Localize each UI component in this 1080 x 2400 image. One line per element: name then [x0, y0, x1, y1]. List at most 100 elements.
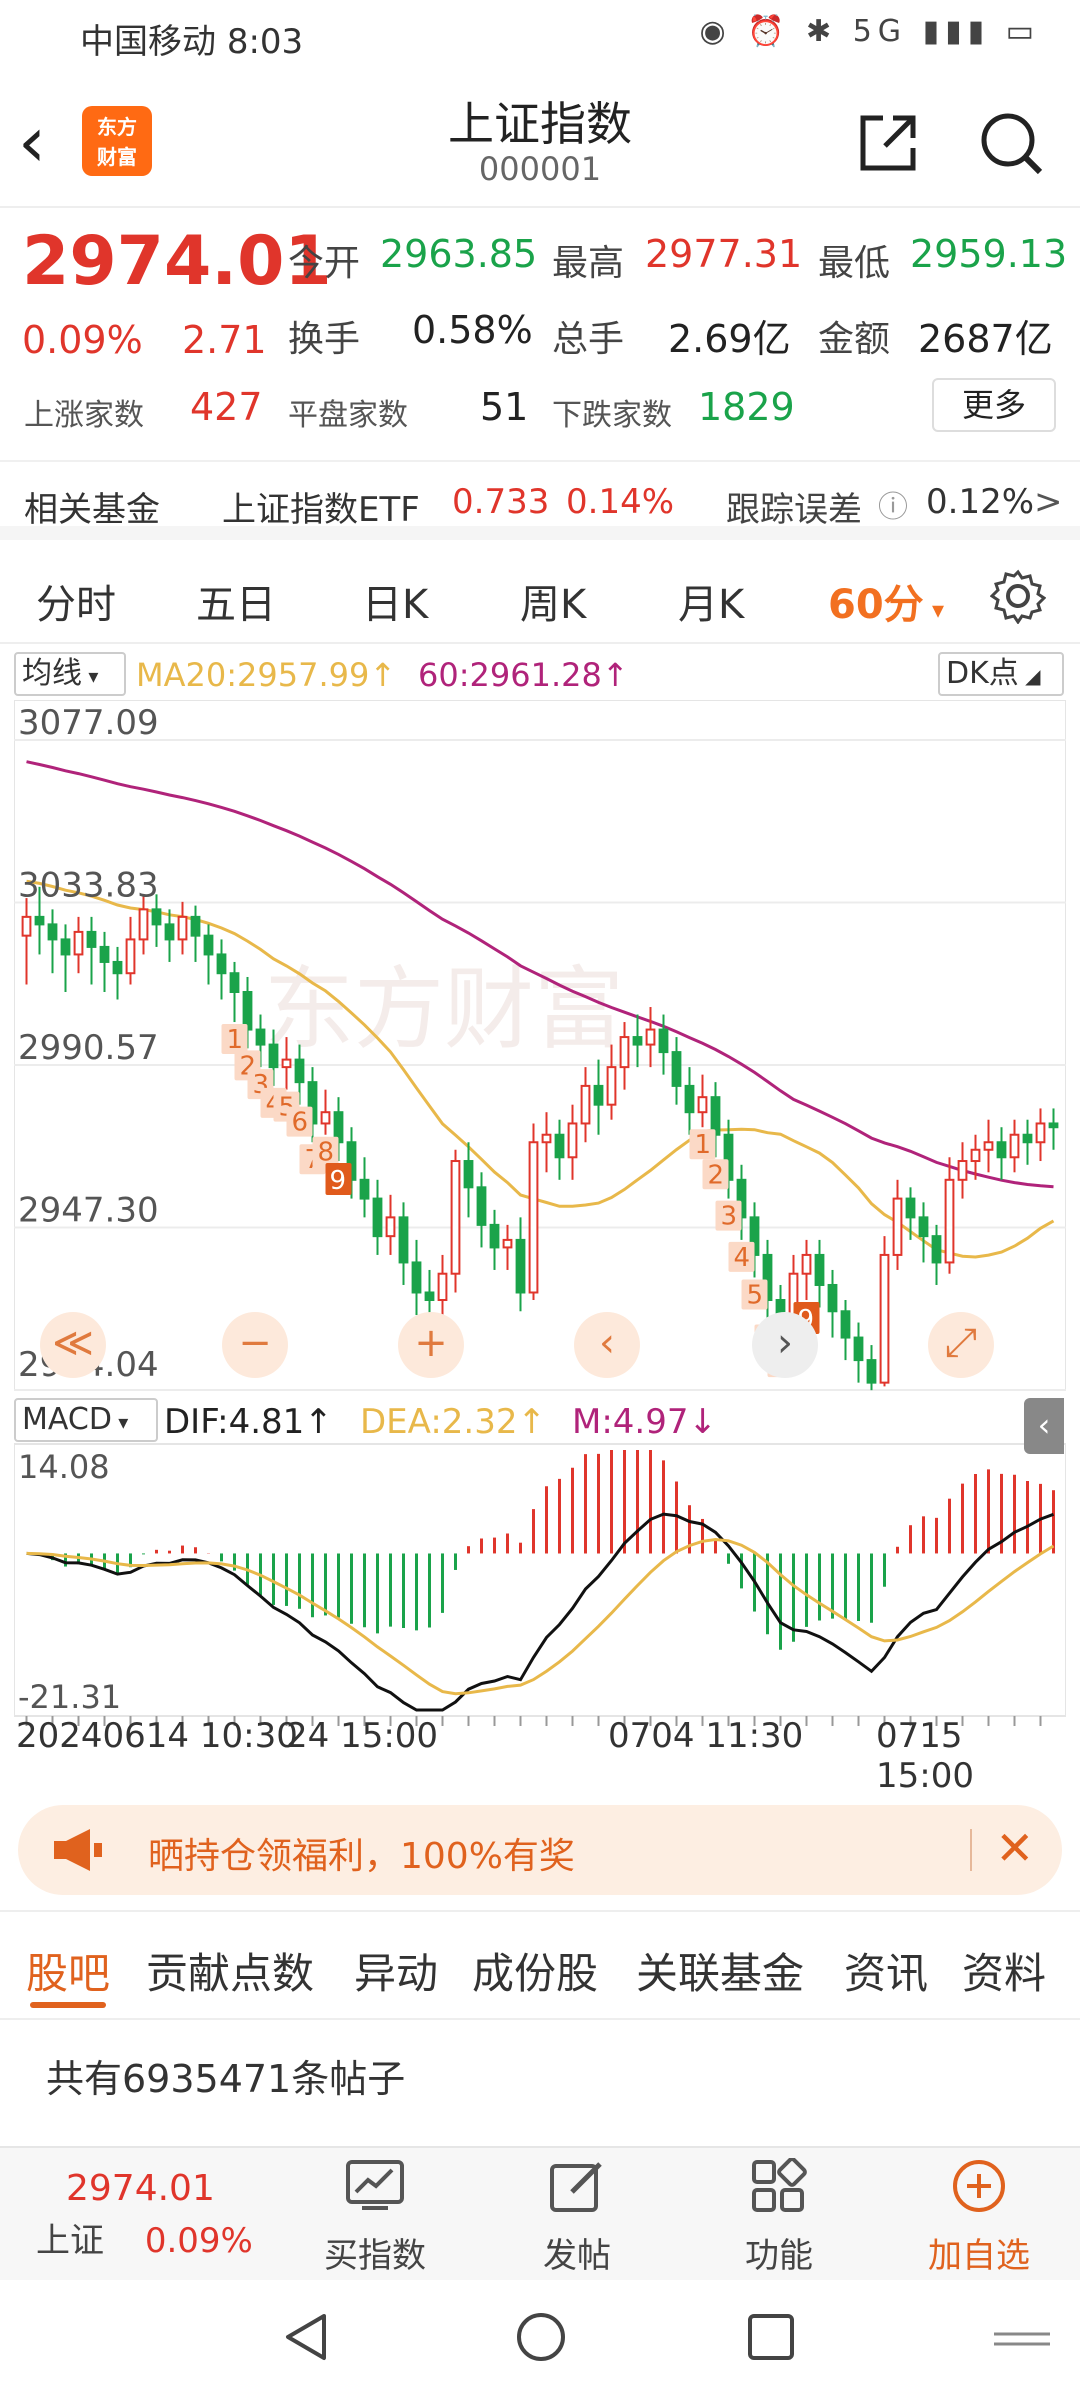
tab-components[interactable]: 成份股 — [472, 1949, 599, 1998]
nav-back-icon[interactable] — [280, 2310, 334, 2364]
back-icon[interactable]: ‹ — [18, 101, 46, 183]
tab-related-funds[interactable]: 关联基金 — [636, 1949, 805, 1998]
td-count-label: 6 — [292, 1108, 309, 1138]
down-value: 1829 — [698, 385, 795, 429]
info-icon[interactable]: ⓘ — [878, 490, 908, 525]
candle — [554, 1119, 565, 1180]
candle — [944, 1157, 955, 1274]
td-count-badge — [312, 1136, 339, 1167]
candle — [671, 1037, 682, 1105]
active-tab-indicator — [30, 2002, 106, 2008]
candle-body — [320, 1111, 331, 1125]
candle — [853, 1322, 864, 1383]
candle-body — [1035, 1122, 1046, 1144]
candle-body — [151, 908, 162, 926]
low-label: 最低 — [818, 243, 891, 284]
candle — [606, 1044, 617, 1120]
candle — [372, 1179, 383, 1255]
scroll-right-button[interactable]: › — [752, 1312, 818, 1378]
nav-menu-icon[interactable] — [990, 2330, 1054, 2350]
candle-body — [697, 1096, 708, 1114]
candle-body — [60, 938, 71, 956]
mini-pct: 0.09% — [144, 2221, 253, 2261]
buy-index-button[interactable]: 买指数 — [310, 2158, 440, 2277]
candle-body — [411, 1261, 422, 1294]
tab-news[interactable]: 资讯 — [844, 1949, 929, 1998]
tab-60min[interactable]: 60分 ▾ — [828, 582, 945, 628]
zoom-out-button[interactable]: − — [222, 1312, 288, 1378]
tab-five-day[interactable]: 五日 — [196, 582, 276, 628]
buy-index-label: 买指数 — [324, 2236, 426, 2276]
promo-banner[interactable]: 晒持仓领福利，100%有奖 ✕ — [18, 1805, 1062, 1895]
candle — [398, 1202, 409, 1285]
functions-button[interactable]: 功能 — [714, 2157, 844, 2277]
td-nine-label: 9 — [330, 1166, 347, 1196]
zoom-out-far-button[interactable]: ≪ — [40, 1312, 106, 1378]
tab-movement[interactable]: 异动 — [354, 1949, 439, 1998]
macd-panel: 14.08 -21.31 — [14, 1443, 1066, 1726]
candle-body — [970, 1148, 981, 1163]
tab-daily-k[interactable]: 日K — [362, 582, 429, 628]
scroll-left-button[interactable]: ‹ — [574, 1312, 640, 1378]
add-watchlist-button[interactable]: 加自选 — [914, 2158, 1044, 2277]
macd-pane-border — [14, 1443, 1066, 1717]
td-count-badge — [689, 1129, 716, 1160]
watermark-logo: 东方财富 — [264, 957, 624, 1062]
candle-body — [606, 1066, 617, 1106]
candle-body — [580, 1084, 591, 1125]
kline-chart[interactable]: 东方财富 123456789123456789 3077.093033.8329… — [14, 700, 1066, 1770]
high-value: 2977.31 — [645, 232, 803, 276]
td-count-badge — [715, 1200, 742, 1231]
candle-body — [112, 960, 123, 975]
candle-body — [944, 1178, 955, 1264]
macd-select[interactable]: MACD ▾ — [14, 1398, 158, 1442]
add-watchlist-label: 加自选 — [928, 2236, 1030, 2276]
share-icon[interactable] — [855, 110, 921, 176]
collapse-panel-icon[interactable]: ‹ — [1024, 1398, 1064, 1454]
candle-body — [710, 1096, 721, 1136]
nav-home-icon[interactable] — [514, 2310, 568, 2364]
candle-body — [671, 1051, 682, 1087]
candle — [827, 1269, 838, 1338]
candle-body — [931, 1235, 942, 1264]
price-axis-label: 2990.57 — [18, 1028, 159, 1068]
candle-body — [593, 1084, 604, 1106]
open-label: 今开 — [288, 243, 361, 284]
time-label-3: 0704 11:30 — [608, 1716, 804, 1756]
settings-gear-icon[interactable] — [990, 568, 1046, 624]
promo-text: 晒持仓领福利，100%有奖 — [148, 1836, 575, 1877]
indicator-select[interactable]: 均线 ▾ — [14, 652, 126, 696]
candle-body — [34, 915, 45, 926]
search-icon[interactable] — [978, 110, 1044, 176]
amount-label: 金额 — [818, 319, 891, 360]
close-icon[interactable]: ✕ — [995, 1821, 1034, 1875]
dk-point-select[interactable]: DK点 ◢ — [938, 652, 1064, 696]
plus-circle-icon — [953, 2160, 1005, 2212]
related-fund-row[interactable]: 相关基金 上证指数ETF 0.733 0.14% 跟踪误差 ⓘ 0.12% > — [0, 460, 1080, 540]
tab-contribution[interactable]: 贡献点数 — [146, 1949, 315, 1998]
candle-body — [99, 945, 110, 963]
zoom-in-button[interactable]: + — [398, 1312, 464, 1378]
nav-recent-icon[interactable] — [744, 2310, 798, 2364]
candle-body — [554, 1133, 565, 1159]
index-quote-mini[interactable]: 2974.01 上证 0.09% — [20, 2168, 280, 2262]
candle — [515, 1217, 526, 1312]
chevron-right-icon[interactable]: > — [1034, 482, 1063, 522]
tab-intraday[interactable]: 分时 — [36, 582, 116, 628]
tab-weekly-k[interactable]: 周K — [520, 582, 587, 628]
app-logo[interactable]: 东方 财富 — [82, 106, 152, 176]
fullscreen-button[interactable]: ⤢ — [928, 1312, 994, 1378]
td-count-label: 4 — [734, 1243, 751, 1273]
td-count-label: 5 — [747, 1280, 764, 1310]
tab-profile[interactable]: 资料 — [962, 1949, 1047, 1998]
tab-guba[interactable]: 股吧 — [26, 1949, 111, 1998]
amount-value: 2687亿 — [918, 317, 1053, 361]
post-button[interactable]: 发帖 — [512, 2158, 642, 2277]
more-button[interactable]: 更多 — [932, 378, 1056, 432]
tab-monthly-k[interactable]: 月K — [678, 582, 745, 628]
candle — [437, 1254, 448, 1316]
candle-body — [125, 938, 136, 975]
candle-body — [21, 915, 32, 937]
candle — [1022, 1119, 1033, 1165]
